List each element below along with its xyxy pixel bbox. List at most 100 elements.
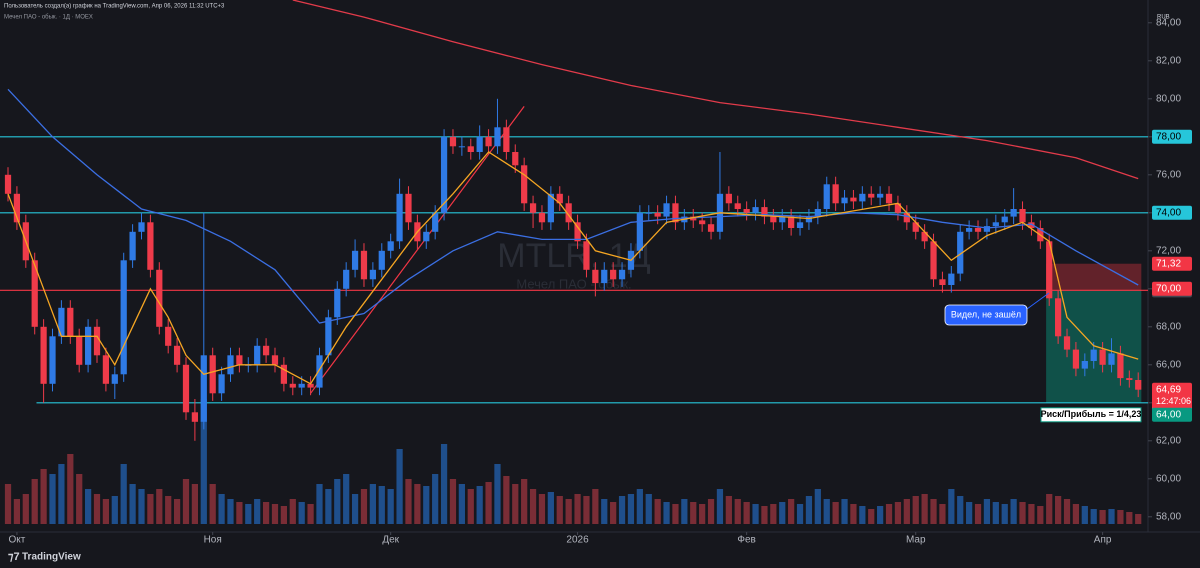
volume-bar — [832, 502, 839, 524]
candle-body — [894, 203, 902, 213]
volume-bar — [120, 464, 127, 524]
volume-bar — [298, 502, 305, 524]
candle-body — [823, 184, 830, 209]
volume-bar — [1019, 502, 1026, 524]
volume-bar — [476, 486, 483, 524]
price-tag — [1152, 281, 1192, 296]
x-tick-label: 2026 — [566, 535, 589, 546]
volume-bar — [752, 504, 759, 524]
candle-body — [885, 193, 893, 204]
volume-bar — [440, 444, 448, 524]
volume-bar — [565, 499, 572, 524]
candle-body — [992, 222, 999, 227]
candle-body — [156, 269, 163, 327]
candle-body — [547, 193, 554, 223]
position-risk — [1046, 263, 1142, 291]
countdown: 12:47:06 — [1156, 396, 1191, 406]
candle-body — [859, 193, 866, 202]
candle-body — [49, 336, 56, 384]
annotation-box — [944, 304, 1028, 326]
volume-bar — [707, 499, 715, 524]
candle-body — [1090, 349, 1097, 361]
attribution: Пользователь создал(а) график на Trading… — [4, 4, 225, 10]
candle-body — [334, 288, 341, 318]
volume-bar — [734, 499, 741, 524]
volume-bar — [1135, 514, 1142, 524]
candle-body — [592, 269, 599, 284]
candle-body — [788, 216, 795, 228]
volume-bar — [1001, 504, 1008, 524]
volume-bar — [4, 484, 12, 524]
level-tag — [1152, 129, 1192, 144]
volume-bar — [49, 474, 56, 524]
candle-body — [351, 250, 359, 270]
plot — [0, 0, 1148, 524]
candle-body — [84, 326, 92, 365]
candle-body — [458, 146, 465, 148]
volume-bar — [414, 484, 421, 524]
candle-body — [67, 307, 74, 337]
y-tick-label: 76,00 — [1156, 169, 1181, 180]
candle-body — [814, 209, 821, 217]
volume-bar — [690, 502, 697, 524]
candle-body — [1028, 222, 1035, 228]
candle-body — [191, 412, 199, 422]
volume-bar — [1055, 496, 1062, 524]
candle-body — [957, 231, 964, 274]
volume-bar — [654, 499, 661, 524]
candle-body — [449, 136, 457, 147]
volume-bar — [218, 494, 225, 524]
volume-bar — [111, 496, 118, 524]
candle-body — [966, 228, 973, 232]
x-tick-label: Апр — [1094, 535, 1112, 546]
candle-body — [182, 364, 190, 413]
volume-bar — [485, 482, 492, 524]
candle-body — [138, 222, 145, 232]
price-tag-label: 64,69 — [1156, 384, 1181, 395]
candle-body — [476, 136, 483, 152]
volume-bar — [966, 502, 973, 524]
volume-bar — [521, 479, 528, 524]
candle-body — [601, 269, 608, 284]
candle-body — [200, 355, 207, 422]
candle-body — [316, 355, 323, 388]
volume-bar — [307, 504, 314, 524]
watermark-symbol: MTLR, 1Д — [497, 237, 650, 275]
volume-bar — [13, 499, 21, 524]
moving-average — [7, 88, 1139, 324]
candle-body — [636, 212, 643, 251]
volume-bar — [841, 499, 848, 524]
candle-body — [76, 336, 83, 365]
volume-bar — [494, 464, 501, 524]
volume-bar — [262, 502, 270, 524]
volume-bar — [1072, 504, 1080, 524]
candle-body — [877, 193, 884, 198]
volume-bar — [405, 479, 412, 524]
candle-body — [325, 317, 332, 356]
volume-bar — [396, 449, 403, 524]
price-tag — [1152, 407, 1192, 422]
volume-bar — [805, 496, 813, 524]
volume-bar — [529, 489, 537, 524]
volume-bar — [1081, 506, 1088, 524]
volume-bar — [84, 489, 92, 524]
candle-body — [645, 212, 652, 214]
candle-body — [1108, 353, 1115, 365]
volume-bar — [173, 499, 181, 524]
candle-body — [298, 383, 305, 388]
candle-body — [262, 345, 270, 356]
volume-bar — [271, 504, 279, 524]
risk-reward-label: Риск/Прибыль = 1/4,23 — [1041, 409, 1142, 419]
volume-bar — [449, 479, 457, 524]
volume-bar — [432, 474, 439, 524]
candle-body — [494, 127, 501, 147]
candle-body — [369, 269, 376, 280]
volume-bar — [992, 502, 999, 524]
candle-body — [521, 165, 528, 204]
candle-body — [663, 203, 670, 217]
candle-body — [423, 231, 430, 242]
candle-body — [725, 193, 732, 204]
candle-body — [779, 216, 786, 223]
